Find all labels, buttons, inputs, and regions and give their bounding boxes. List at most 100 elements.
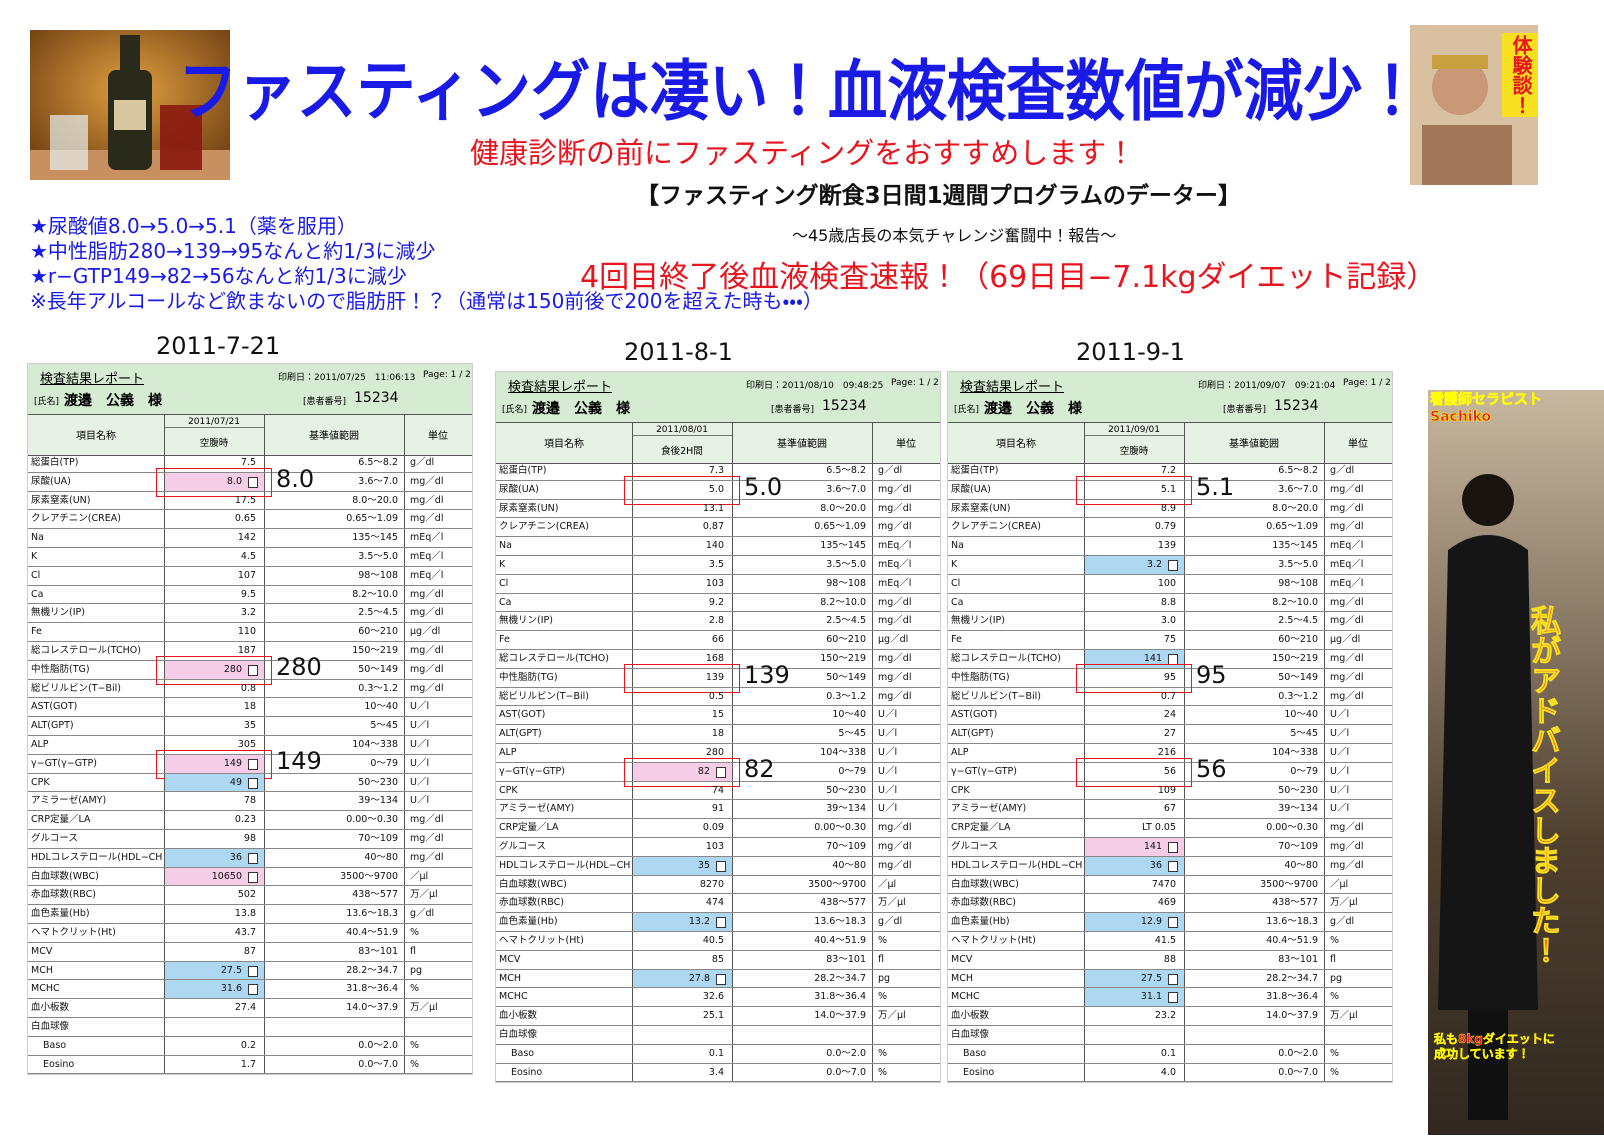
- value: 3.4: [708, 1066, 724, 1078]
- item-name: Ca: [499, 596, 512, 608]
- row-rule: [948, 686, 1392, 688]
- row-rule: [496, 874, 940, 876]
- range: 13.6～18.3: [1266, 916, 1318, 928]
- value: 107: [237, 569, 256, 581]
- flag-arrow: [1168, 917, 1178, 929]
- row-rule: [496, 573, 940, 575]
- value: 0.8: [240, 682, 256, 694]
- row-rule: [496, 705, 940, 707]
- column-rule: [872, 422, 873, 1083]
- row-rule: [948, 1006, 1392, 1008]
- value: 474: [705, 897, 724, 909]
- patient-name: 渡邉 公義 様: [532, 401, 630, 417]
- value-bg: [165, 754, 264, 773]
- row-rule: [28, 659, 472, 661]
- range: 40～80: [1284, 859, 1318, 871]
- value-bg: [1085, 913, 1184, 931]
- value: 27.5: [220, 964, 242, 976]
- report-headline: 4回目終了後血液検査速報！（69日目−7.1kgダイエット記録）: [580, 260, 1437, 295]
- row-rule: [496, 555, 940, 556]
- row-rule: [28, 678, 472, 680]
- report: 検査結果レポート 印刷日：2011/09/07 09:21:04 Page: 1 /…: [948, 372, 1392, 1083]
- range: 0～79: [838, 765, 866, 777]
- value: 74: [711, 784, 724, 796]
- item-name: 白血球像: [31, 1021, 70, 1032]
- value-bg: [165, 472, 264, 491]
- unit: %: [410, 983, 420, 995]
- range: 8.2～10.0: [352, 588, 398, 600]
- row-rule: [28, 584, 472, 586]
- unit: 万／μl: [410, 889, 438, 901]
- item-name: AST(GOT): [951, 709, 998, 721]
- row-rule: [948, 498, 1392, 500]
- row-rule: [28, 716, 472, 718]
- row-rule: [948, 893, 1392, 895]
- item-name: ALP: [31, 739, 49, 750]
- col-unit: 単位: [1348, 439, 1368, 450]
- flag-arrow: [716, 766, 726, 778]
- condition: 食後2H間: [661, 446, 703, 457]
- range: 60～210: [1278, 634, 1318, 646]
- unit: g／dl: [1330, 916, 1355, 928]
- unit: mg／dl: [410, 814, 444, 826]
- row-rule: [28, 772, 472, 774]
- value: 13.1: [702, 502, 724, 514]
- unit: mg／dl: [1330, 615, 1364, 627]
- unit: mg／dl: [1330, 690, 1364, 702]
- range: 5～45: [838, 728, 866, 740]
- col-item: 項目名称: [76, 431, 116, 442]
- item-name: クレアチニン(CREA): [951, 521, 1041, 533]
- row-rule: [28, 866, 472, 868]
- value: 98: [243, 833, 256, 844]
- flag-arrow: [248, 758, 258, 770]
- item-name: 血色素量(Hb): [499, 916, 558, 928]
- item-name: Ca: [31, 588, 44, 600]
- item-name: 血小板数: [951, 1010, 990, 1022]
- value: 7.5: [240, 457, 256, 468]
- row-rule: [948, 799, 1392, 801]
- range: 0.0～7.0: [826, 1066, 866, 1078]
- row-rule: [496, 1006, 940, 1008]
- value: 82: [697, 765, 710, 777]
- callout-text: 5.0: [744, 472, 783, 501]
- range: 40～80: [832, 859, 866, 871]
- row-rule: [948, 1043, 1392, 1045]
- name-label: [氏名]: [954, 405, 980, 415]
- flag-arrow: [248, 664, 258, 676]
- value: 8.8: [1160, 596, 1176, 608]
- report-date: 2011-8-1: [624, 338, 733, 366]
- value: 85: [711, 953, 724, 965]
- value: 25.1: [702, 1010, 724, 1022]
- unit: mg／dl: [878, 483, 912, 495]
- value-bg: [1085, 856, 1184, 875]
- range: 70～109: [826, 841, 866, 852]
- unit: g／dl: [878, 465, 903, 476]
- value: 5.0: [708, 483, 724, 495]
- value: 0.1: [708, 1047, 724, 1059]
- value-bg: [1085, 650, 1184, 668]
- unit: mg／dl: [410, 588, 444, 600]
- item-name: Cl: [951, 577, 961, 589]
- value-bg: [165, 773, 264, 792]
- range: 31.8～36.4: [1266, 991, 1318, 1003]
- row-rule: [28, 1035, 472, 1037]
- range: 60～210: [826, 634, 866, 646]
- row-rule: [948, 780, 1392, 782]
- item-name: HDLコレステロール(HDL−CHO: [31, 851, 163, 863]
- value: 168: [705, 653, 724, 664]
- unit: %: [1330, 1066, 1340, 1078]
- value-bg: [633, 762, 732, 781]
- patient-name: 渡邉 公義 様: [984, 401, 1082, 417]
- value: 27: [1163, 728, 1176, 740]
- row-rule: [28, 829, 472, 830]
- unit: mg／dl: [410, 663, 444, 675]
- row-rule: [948, 1025, 1392, 1026]
- item-name: 総コレステロール(TCHO): [499, 653, 609, 664]
- item-name: AST(GOT): [499, 709, 546, 721]
- range: 3.6～7.0: [826, 483, 866, 495]
- flag-arrow: [716, 973, 726, 985]
- item-name: 総蛋白(TP): [499, 465, 547, 476]
- row-rule: [948, 630, 1392, 632]
- value: 35: [697, 859, 710, 871]
- value: 43.7: [234, 927, 256, 938]
